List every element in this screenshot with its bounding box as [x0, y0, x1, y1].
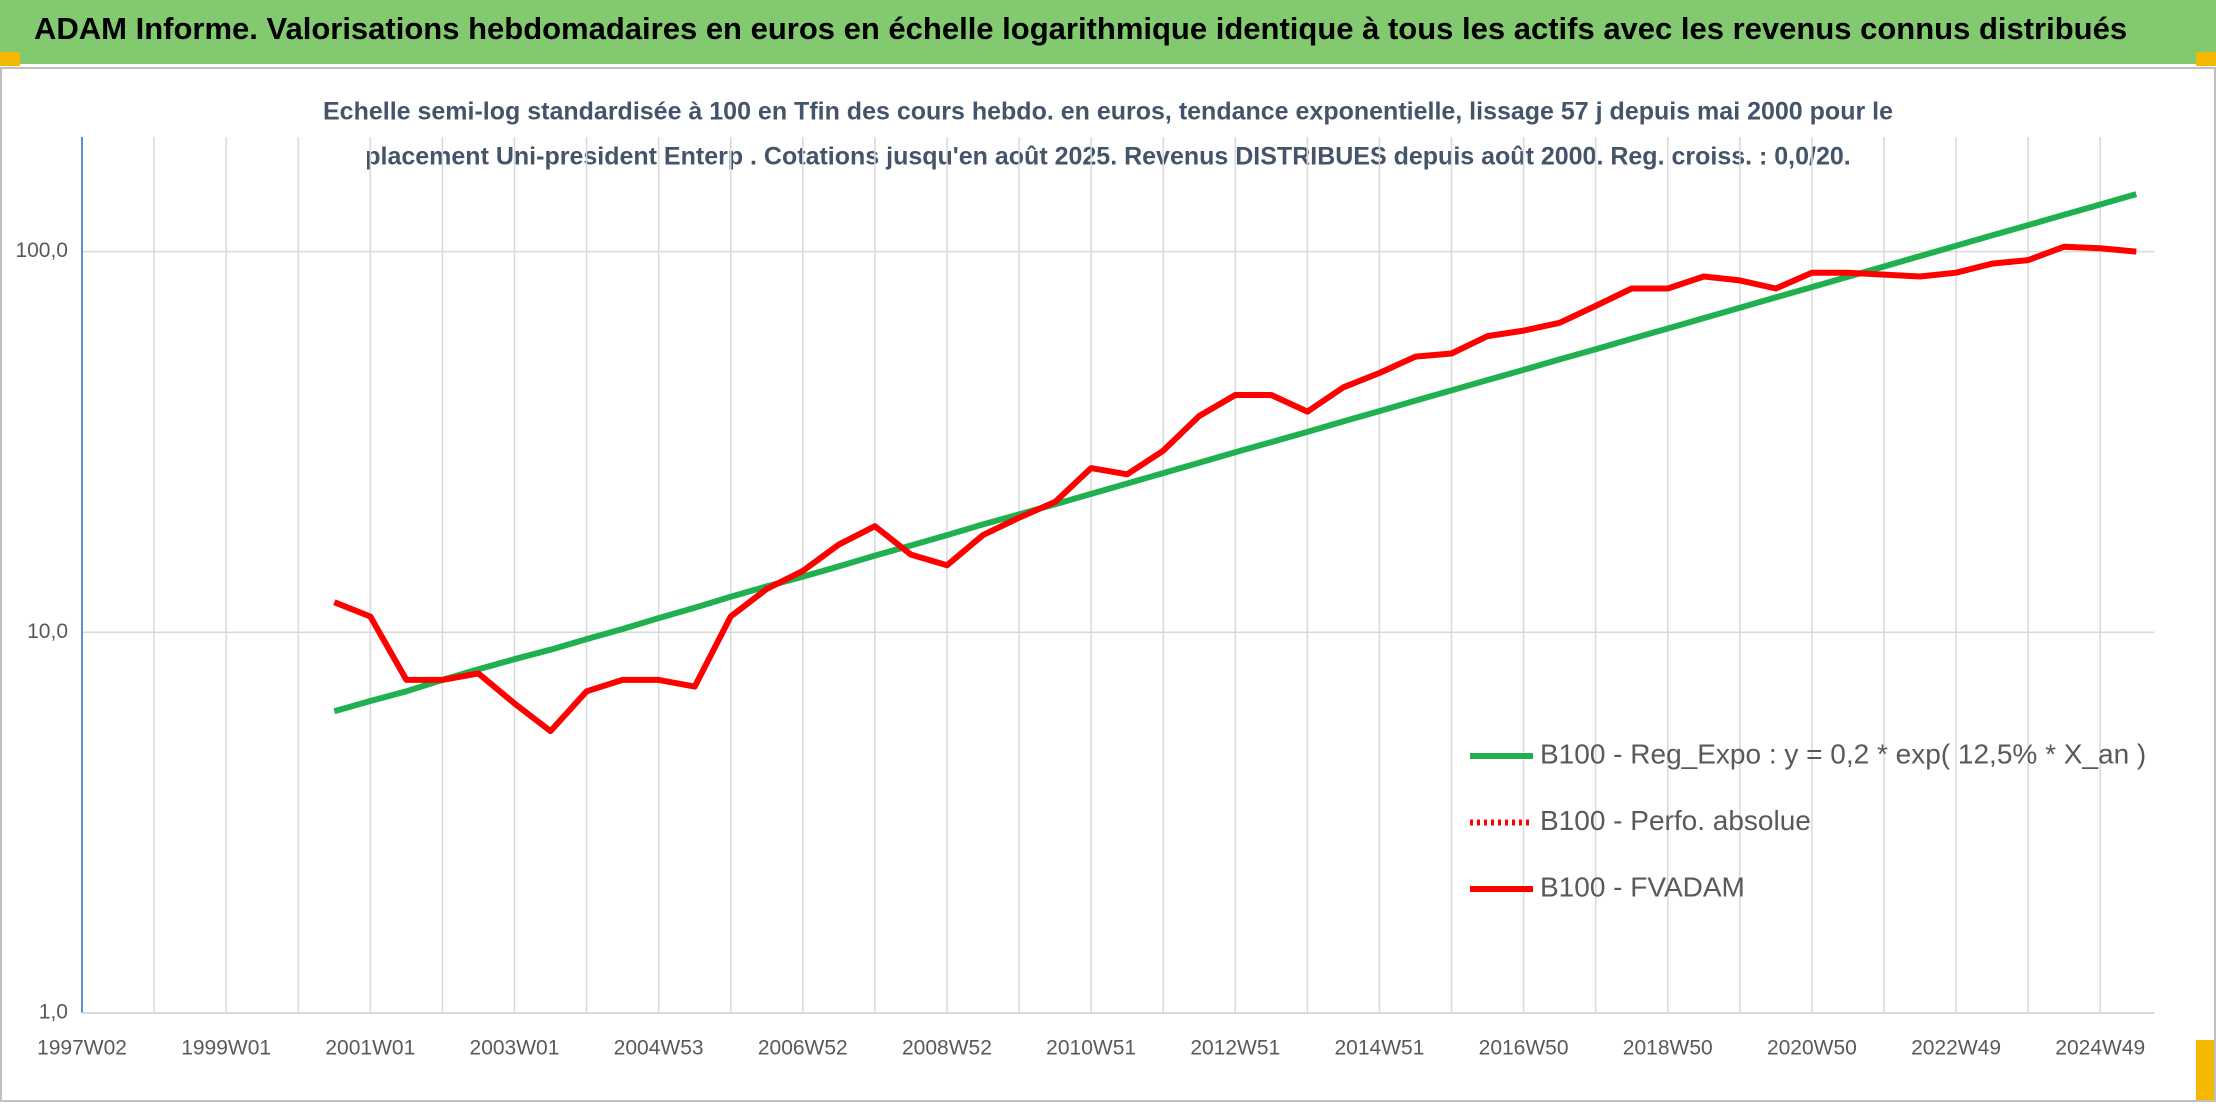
series-line — [333, 191, 2138, 715]
header-bar — [0, 0, 2216, 64]
x-tick-label: 2001W01 — [325, 1037, 415, 1060]
x-tick-label: 2008W52 — [902, 1037, 992, 1060]
x-tick-label: 2014W51 — [1334, 1037, 1424, 1060]
legend-label: B100 - Reg_Expo : y = 0,2 * exp( 12,5% *… — [1540, 738, 2146, 769]
legend-label: B100 - FVADAM — [1540, 871, 1745, 902]
x-tick-label: 2024W49 — [2055, 1037, 2145, 1060]
legend-label: B100 - Perfo. absolue — [1540, 805, 1811, 836]
chart-subtitle: placement Uni-president Enterp . Cotatio… — [365, 143, 1851, 171]
x-tick-label: 2003W01 — [470, 1037, 560, 1060]
x-tick-label: 2010W51 — [1046, 1037, 1136, 1060]
corner — [2196, 1040, 2216, 1102]
x-tick-label: 1999W01 — [181, 1037, 271, 1060]
chart-frame — [0, 67, 2216, 1102]
corner — [2196, 52, 2216, 66]
series-line — [333, 243, 2137, 735]
corner — [0, 52, 20, 66]
y-tick-label: 1,0 — [39, 1001, 68, 1024]
x-tick-label: 2012W51 — [1190, 1037, 1280, 1060]
x-tick-label: 2016W50 — [1479, 1037, 1569, 1060]
x-tick-label: 1997W02 — [37, 1037, 127, 1060]
x-tick-label: 2004W53 — [614, 1037, 704, 1060]
y-tick-label: 10,0 — [27, 620, 68, 643]
chart-subtitle: Echelle semi-log standardisée à 100 en T… — [323, 98, 1893, 126]
x-tick-label: 2022W49 — [1911, 1037, 2001, 1060]
x-tick-label: 2020W50 — [1767, 1037, 1857, 1060]
x-tick-label: 2006W52 — [758, 1037, 848, 1060]
x-tick-label: 2018W50 — [1623, 1037, 1713, 1060]
y-tick-label: 100,0 — [15, 239, 68, 262]
chart-title: ADAM Informe. Valorisations hebdomadaire… — [34, 11, 2127, 46]
